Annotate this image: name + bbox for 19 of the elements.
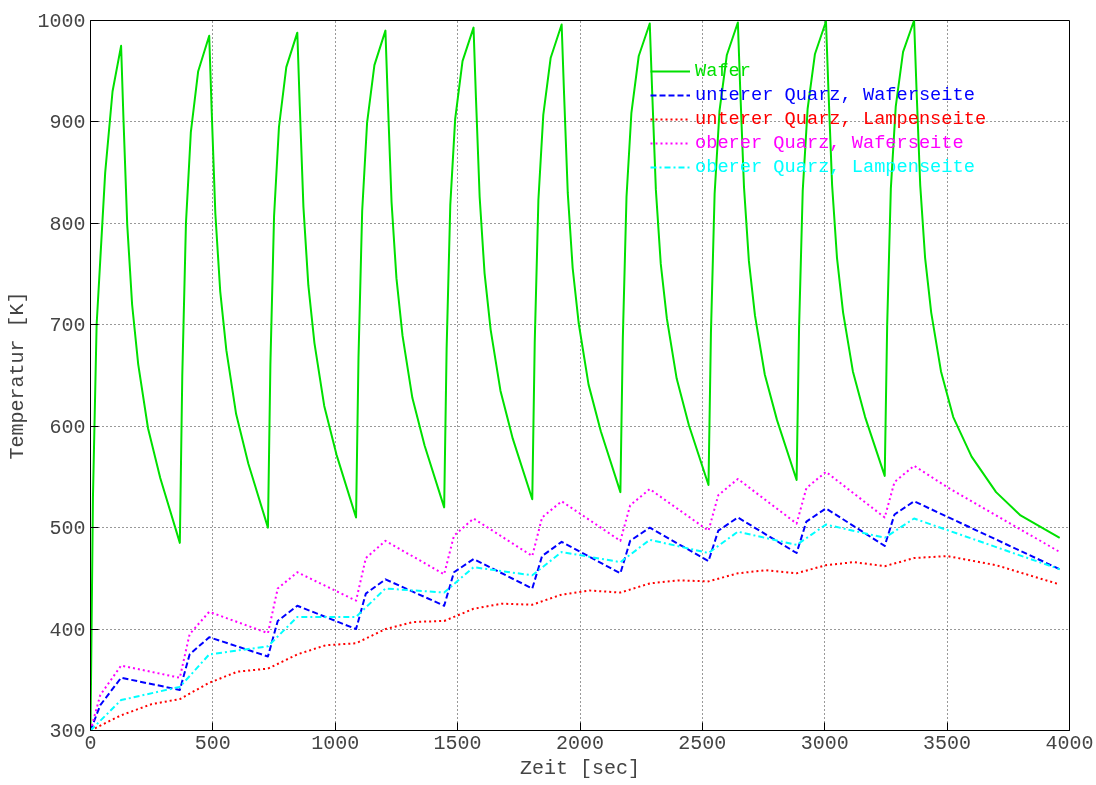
x-tick-label: 1000 — [311, 731, 360, 755]
y-tick-label: 300 — [49, 720, 86, 743]
x-tick-label: 1500 — [433, 731, 482, 755]
y-tick-label: 800 — [49, 212, 86, 236]
x-tick-label: 500 — [194, 731, 231, 755]
x-tick-label: 4000 — [1045, 731, 1094, 755]
y-tick-label: 700 — [49, 314, 86, 338]
y-tick-label: 400 — [49, 618, 86, 642]
x-tick-label: 0 — [84, 731, 97, 755]
x-tick-label: 3500 — [923, 731, 972, 755]
x-tick-label: 2500 — [678, 731, 727, 755]
y-tick-label: 600 — [49, 415, 86, 439]
y-axis-title: Temperatur [K] — [6, 291, 30, 460]
x-axis-title: Zeit [sec] — [519, 756, 641, 780]
y-tick-label: 900 — [49, 111, 86, 135]
x-tick-label: 3000 — [800, 731, 849, 755]
y-tick-label: 500 — [49, 517, 86, 541]
x-tick-label: 2000 — [556, 731, 605, 755]
y-tick-label: 1000 — [37, 10, 86, 33]
